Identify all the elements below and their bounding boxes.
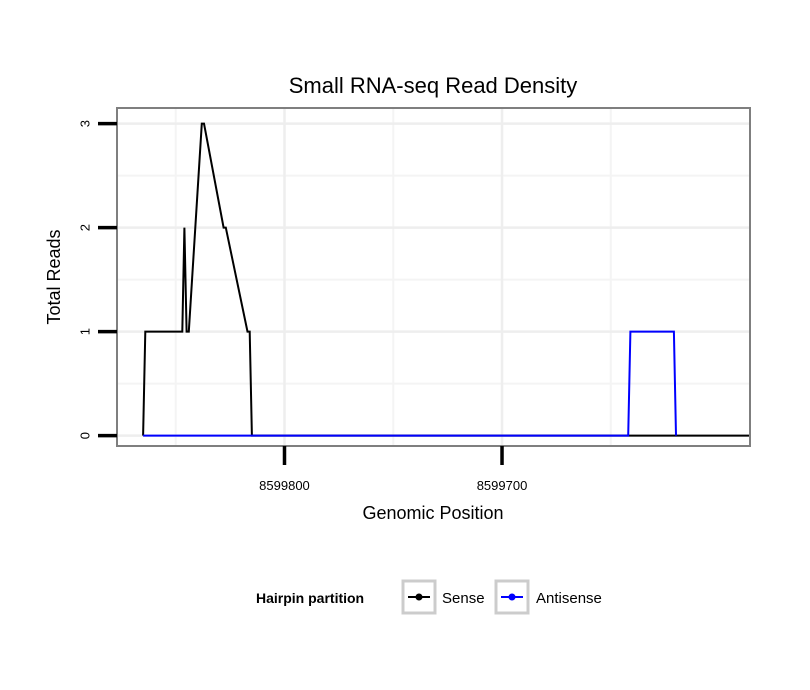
series-layer xyxy=(142,122,750,437)
legend-title: Hairpin partition xyxy=(256,590,364,606)
legend: Hairpin partition Sense Antisense xyxy=(256,579,602,615)
plot-border xyxy=(116,107,751,447)
legend-label: Sense xyxy=(442,590,485,607)
legend-label: Antisense xyxy=(536,590,602,607)
y-axis: 0 1 2 3 xyxy=(77,120,117,439)
x-axis-label: Genomic Position xyxy=(362,503,503,523)
legend-item-antisense: Antisense xyxy=(494,579,602,615)
series-line-antisense xyxy=(143,330,677,437)
x-axis: 8599800 8599700 xyxy=(259,446,527,493)
y-tick-label: 3 xyxy=(77,120,92,127)
x-tick-label: 8599700 xyxy=(477,478,528,493)
plot-panel xyxy=(117,108,750,446)
legend-item-sense: Sense xyxy=(401,579,485,615)
y-axis-label: Total Reads xyxy=(44,229,64,324)
y-tick-label: 1 xyxy=(77,328,92,335)
chart-title: Small RNA-seq Read Density xyxy=(289,73,578,98)
legend-key-point xyxy=(415,593,423,601)
x-tick-label: 8599800 xyxy=(259,478,310,493)
y-tick-label: 2 xyxy=(77,224,92,231)
y-tick-label: 0 xyxy=(77,432,92,439)
legend-key-point xyxy=(508,593,516,601)
